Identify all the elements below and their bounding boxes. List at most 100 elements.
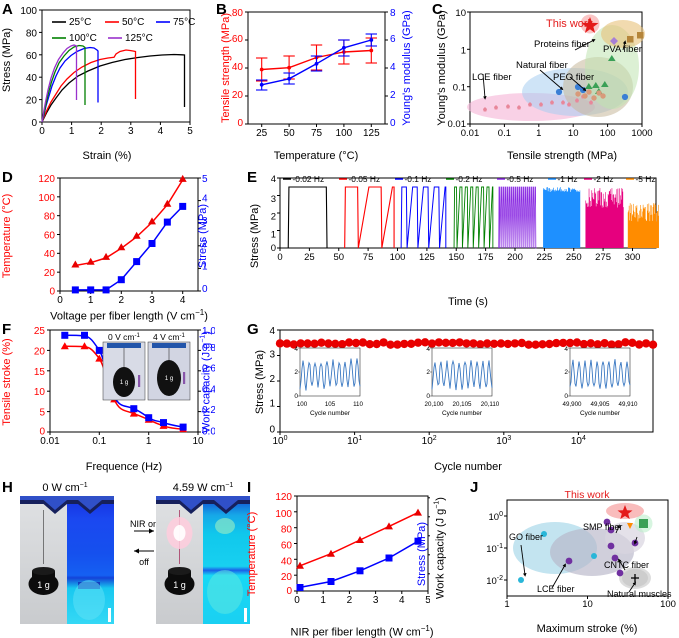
svg-text:75°C: 75°C xyxy=(173,17,195,28)
svg-text:125: 125 xyxy=(419,252,435,263)
svg-text:105: 105 xyxy=(325,401,336,408)
svg-text:20: 20 xyxy=(26,96,38,107)
svg-text:75: 75 xyxy=(311,128,323,139)
svg-text:4: 4 xyxy=(294,346,298,353)
svg-text:PEO fiber: PEO fiber xyxy=(553,72,594,83)
svg-text:0 W cm−1: 0 W cm−1 xyxy=(42,482,87,494)
svg-text:20: 20 xyxy=(232,90,244,101)
svg-text:H: H xyxy=(2,479,13,496)
svg-text:49,900: 49,900 xyxy=(563,401,582,408)
svg-text:275: 275 xyxy=(595,252,611,263)
svg-text:100: 100 xyxy=(38,193,55,204)
svg-text:2: 2 xyxy=(119,295,125,306)
svg-text:110: 110 xyxy=(353,401,363,408)
svg-text:0.8: 0.8 xyxy=(202,343,215,354)
svg-text:1 g: 1 g xyxy=(165,376,173,382)
svg-text:10: 10 xyxy=(455,8,466,19)
svg-text:10: 10 xyxy=(192,436,204,447)
svg-text:4: 4 xyxy=(564,346,568,353)
svg-text:20,105: 20,105 xyxy=(453,401,472,408)
svg-text:0: 0 xyxy=(237,118,243,129)
svg-text:0: 0 xyxy=(286,586,292,597)
svg-text:-0.1 Hz: -0.1 Hz xyxy=(405,174,432,184)
svg-text:80: 80 xyxy=(281,525,293,536)
svg-text:150: 150 xyxy=(448,252,464,263)
svg-text:1.0: 1.0 xyxy=(202,326,215,337)
svg-text:80: 80 xyxy=(232,8,244,19)
svg-text:Natural muscles: Natural muscles xyxy=(607,589,672,599)
svg-text:0.6: 0.6 xyxy=(202,364,215,375)
svg-text:100: 100 xyxy=(600,128,616,139)
svg-text:4: 4 xyxy=(426,346,430,353)
svg-text:175: 175 xyxy=(478,252,494,263)
svg-text:25: 25 xyxy=(34,326,46,337)
svg-text:25: 25 xyxy=(304,252,315,263)
svg-text:120: 120 xyxy=(275,492,292,503)
svg-text:-0.05 Hz: -0.05 Hz xyxy=(349,174,381,184)
svg-text:Natural fiber: Natural fiber xyxy=(516,60,568,71)
svg-text:G: G xyxy=(247,321,259,338)
svg-text:4: 4 xyxy=(202,194,208,205)
svg-text:-0.2 Hz: -0.2 Hz xyxy=(456,174,483,184)
svg-text:3: 3 xyxy=(128,126,134,137)
svg-text:off: off xyxy=(139,557,149,567)
svg-text:0: 0 xyxy=(49,287,55,298)
svg-text:2: 2 xyxy=(390,90,396,101)
svg-text:100: 100 xyxy=(660,599,676,610)
svg-text:1: 1 xyxy=(461,45,466,56)
svg-text:0: 0 xyxy=(202,284,208,295)
svg-text:SMP fiber: SMP fiber xyxy=(583,522,622,532)
svg-text:4: 4 xyxy=(390,62,396,73)
svg-text:104: 104 xyxy=(571,435,586,447)
svg-text:1: 1 xyxy=(202,261,208,272)
svg-text:F: F xyxy=(2,321,11,338)
svg-text:125°C: 125°C xyxy=(125,33,153,44)
svg-text:0: 0 xyxy=(57,295,63,306)
svg-text:-5 Hz: -5 Hz xyxy=(636,174,656,184)
svg-text:I: I xyxy=(247,479,251,496)
svg-text:5: 5 xyxy=(39,408,45,419)
svg-text:20: 20 xyxy=(281,572,293,583)
svg-text:GO fiber: GO fiber xyxy=(509,532,543,542)
svg-text:LCE fiber: LCE fiber xyxy=(472,72,512,83)
svg-text:100: 100 xyxy=(390,252,406,263)
svg-text:80: 80 xyxy=(44,212,56,223)
svg-text:LCE fiber: LCE fiber xyxy=(537,584,575,594)
svg-text:0: 0 xyxy=(277,252,282,263)
svg-text:PVA fiber: PVA fiber xyxy=(603,44,642,55)
svg-text:40: 40 xyxy=(232,62,244,73)
svg-text:75: 75 xyxy=(363,252,374,263)
svg-text:300: 300 xyxy=(625,252,641,263)
svg-text:2: 2 xyxy=(426,369,430,376)
svg-text:1: 1 xyxy=(536,128,541,139)
svg-text:60: 60 xyxy=(44,230,56,241)
svg-text:C: C xyxy=(432,1,443,18)
svg-text:20: 20 xyxy=(34,346,46,357)
svg-text:1 g: 1 g xyxy=(173,580,186,590)
svg-text:A: A xyxy=(2,1,13,18)
svg-text:40: 40 xyxy=(44,249,56,260)
svg-text:2: 2 xyxy=(202,239,208,250)
svg-text:4: 4 xyxy=(271,174,276,185)
svg-text:4 V cm-1: 4 V cm-1 xyxy=(153,332,185,342)
svg-text:Cycle number: Cycle number xyxy=(580,410,621,417)
svg-text:4: 4 xyxy=(269,326,275,337)
svg-text:B: B xyxy=(216,1,227,18)
svg-text:4: 4 xyxy=(158,126,164,137)
svg-text:5: 5 xyxy=(187,126,193,137)
svg-text:0.01: 0.01 xyxy=(40,436,60,447)
svg-text:2: 2 xyxy=(98,126,104,137)
svg-text:100: 100 xyxy=(275,509,292,520)
svg-text:0.1: 0.1 xyxy=(453,83,466,94)
svg-text:100°C: 100°C xyxy=(69,33,97,44)
svg-text:3: 3 xyxy=(269,350,275,361)
svg-text:0: 0 xyxy=(294,595,300,606)
svg-text:1: 1 xyxy=(271,229,276,240)
svg-text:60: 60 xyxy=(26,51,38,62)
svg-text:-2 Hz: -2 Hz xyxy=(594,174,614,184)
svg-text:3: 3 xyxy=(149,295,155,306)
svg-text:Cycle number: Cycle number xyxy=(442,410,483,417)
svg-text:20: 20 xyxy=(44,268,56,279)
svg-text:Proteins fiber: Proteins fiber xyxy=(534,39,590,50)
svg-text:Cycle number: Cycle number xyxy=(310,410,351,417)
